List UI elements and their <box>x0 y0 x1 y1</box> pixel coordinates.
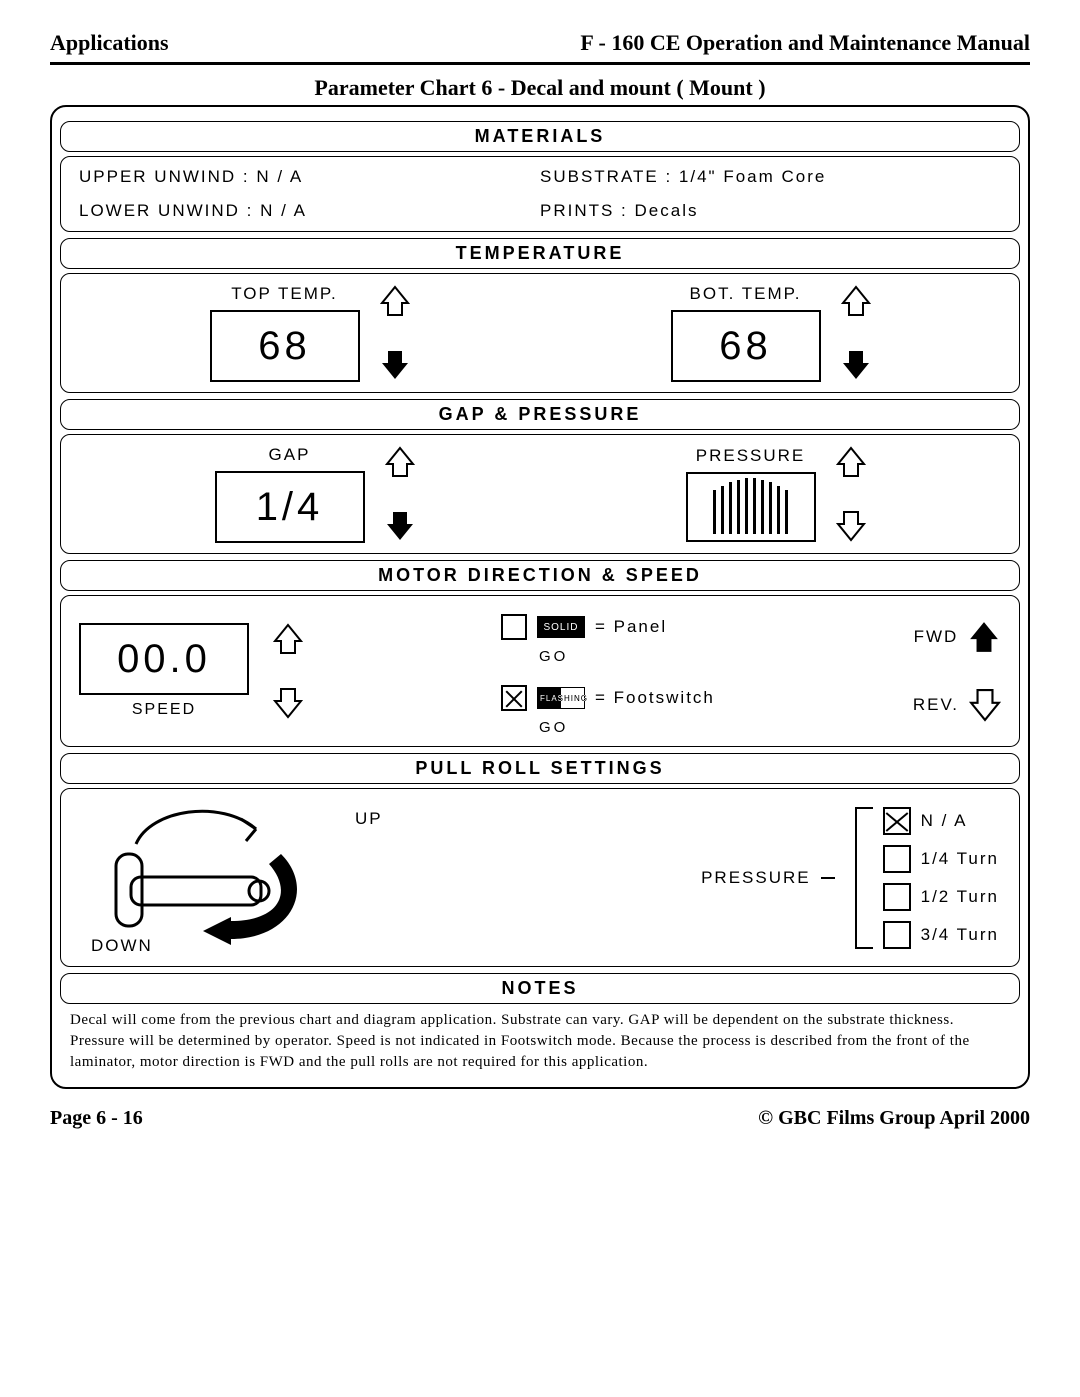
top-temp-display: 68 <box>210 310 360 382</box>
arrow-down-icon[interactable] <box>380 348 410 382</box>
panel-text: = Panel <box>595 617 667 637</box>
gap-display: 1/4 <box>215 471 365 543</box>
arrow-up-icon[interactable] <box>385 445 415 479</box>
materials-heading: MATERIALS <box>60 121 1020 152</box>
option-label: 3/4 Turn <box>921 925 999 945</box>
option-checkbox[interactable] <box>883 883 911 911</box>
arrow-down-outline-icon[interactable] <box>969 684 1001 726</box>
header-right: F - 160 CE Operation and Maintenance Man… <box>580 30 1030 56</box>
header-rule <box>50 62 1030 65</box>
gap-pressure-body: GAP 1/4 PRESSURE <box>60 434 1020 554</box>
pull-pressure-label: PRESSURE <box>701 868 811 888</box>
option-label: 1/4 Turn <box>921 849 999 869</box>
motor-body: 00.0 SPEED SOLID = Panel GO FLASHING <box>60 595 1020 747</box>
option-checkbox[interactable] <box>883 921 911 949</box>
bot-temp-display: 68 <box>671 310 821 382</box>
arrow-up-icon[interactable] <box>841 284 871 318</box>
up-label: UP <box>355 809 383 829</box>
prints: PRINTS : Decals <box>540 201 1001 221</box>
chart-title: Parameter Chart 6 - Decal and mount ( Mo… <box>50 75 1030 101</box>
pressure-option[interactable]: 3/4 Turn <box>883 921 999 949</box>
pressure-option[interactable]: 1/4 Turn <box>883 845 999 873</box>
motor-heading: MOTOR DIRECTION & SPEED <box>60 560 1020 591</box>
rev-label: REV. <box>913 695 959 715</box>
top-temp-label: TOP TEMP. <box>210 284 360 304</box>
option-label: N / A <box>921 811 968 831</box>
arrow-up-solid-icon[interactable] <box>968 616 1000 658</box>
flashing-tag: FLASHING <box>537 687 585 709</box>
pull-body: DOWN UP PRESSURE N / A 1/4 Turn 1/2 Turn 3/… <box>60 788 1020 967</box>
temperature-body: TOP TEMP. 68 BOT. TEMP. 68 <box>60 273 1020 393</box>
option-checkbox[interactable] <box>883 807 911 835</box>
header-left: Applications <box>50 30 169 56</box>
footswitch-go: GO <box>539 719 715 736</box>
lower-unwind: LOWER UNWIND : N / A <box>79 201 540 221</box>
arrow-down-icon[interactable] <box>841 348 871 382</box>
arrow-up-icon[interactable] <box>836 445 866 479</box>
pressure-gauge <box>686 472 816 542</box>
materials-body: UPPER UNWIND : N / A SUBSTRATE : 1/4" Fo… <box>60 156 1020 232</box>
fwd-label: FWD <box>914 627 959 647</box>
arrow-up-icon[interactable] <box>273 622 303 656</box>
arrow-down-icon[interactable] <box>273 686 303 720</box>
arrow-down-icon[interactable] <box>385 509 415 543</box>
speed-label: SPEED <box>79 701 249 719</box>
panel-checkbox[interactable] <box>501 614 527 640</box>
option-checkbox[interactable] <box>883 845 911 873</box>
arrow-up-icon[interactable] <box>380 284 410 318</box>
speed-display: 00.0 <box>79 623 249 695</box>
pull-heading: PULL ROLL SETTINGS <box>60 753 1020 784</box>
pressure-option[interactable]: N / A <box>883 807 999 835</box>
solid-tag: SOLID <box>537 616 585 638</box>
arrow-down-icon[interactable] <box>836 509 866 543</box>
footswitch-checkbox[interactable] <box>501 685 527 711</box>
pressure-option[interactable]: 1/2 Turn <box>883 883 999 911</box>
substrate: SUBSTRATE : 1/4" Foam Core <box>540 167 1001 187</box>
pressure-label: PRESSURE <box>686 446 816 466</box>
notes-heading: NOTES <box>60 973 1020 1004</box>
notes-text: Decal will come from the previous chart … <box>60 1004 1020 1079</box>
upper-unwind: UPPER UNWIND : N / A <box>79 167 540 187</box>
panel-go: GO <box>539 648 715 665</box>
down-label: DOWN <box>91 936 153 956</box>
temperature-heading: TEMPERATURE <box>60 238 1020 269</box>
chart-frame: MATERIALS UPPER UNWIND : N / A SUBSTRATE… <box>50 105 1030 1089</box>
bot-temp-label: BOT. TEMP. <box>671 284 821 304</box>
crank-handle-icon <box>81 799 341 949</box>
option-label: 1/2 Turn <box>921 887 999 907</box>
footer-right: © GBC Films Group April 2000 <box>758 1107 1030 1130</box>
gap-label: GAP <box>215 445 365 465</box>
footswitch-text: = Footswitch <box>595 688 715 708</box>
gap-pressure-heading: GAP & PRESSURE <box>60 399 1020 430</box>
bracket-icon <box>855 807 873 949</box>
footer-left: Page 6 - 16 <box>50 1107 143 1130</box>
